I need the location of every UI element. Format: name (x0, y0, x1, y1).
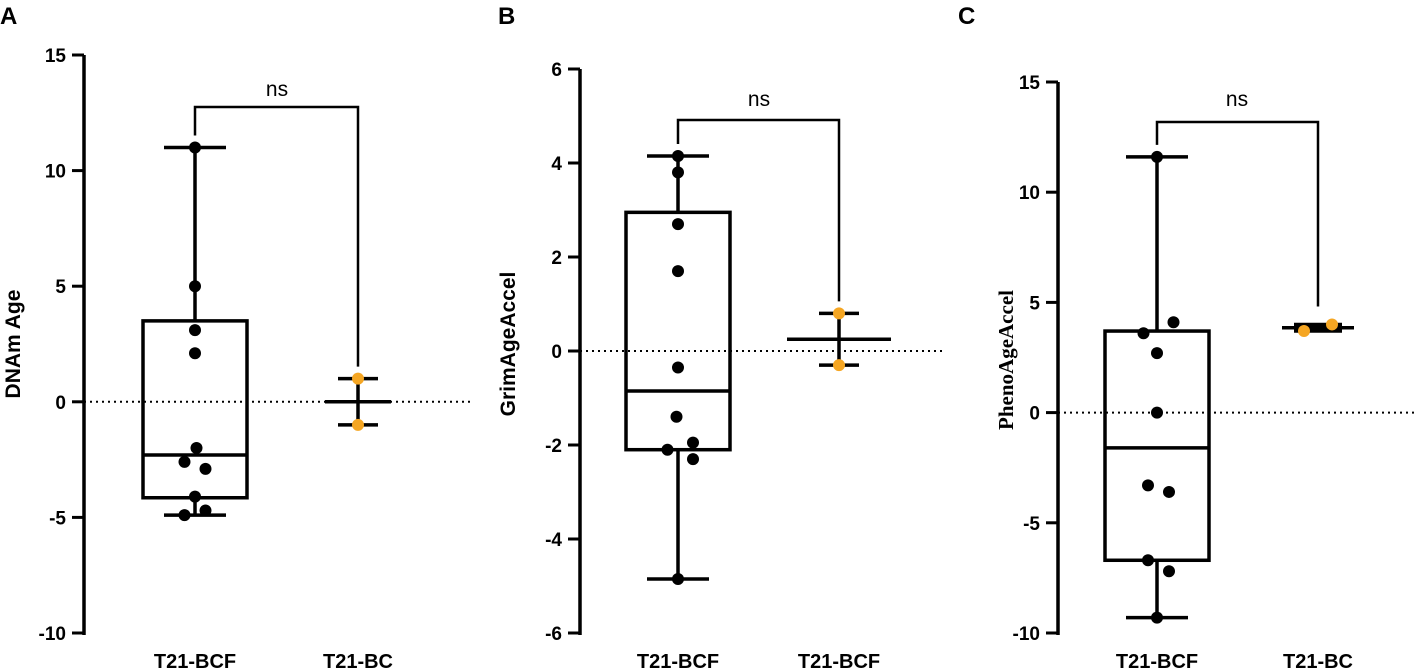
data-point-group1 (199, 504, 212, 517)
data-point-group2 (833, 307, 845, 320)
data-point-group1 (189, 490, 201, 503)
data-point-group1 (1151, 150, 1163, 163)
y-tick-label: 10 (45, 162, 66, 183)
data-point-group1 (670, 410, 683, 423)
significance-label: ns (748, 88, 770, 111)
data-point-group2 (352, 418, 364, 431)
significance-label: ns (266, 78, 288, 101)
y-tick-label: 0 (55, 393, 66, 414)
y-tick-label: -10 (39, 624, 66, 645)
data-point-group1 (672, 361, 684, 374)
panel-letter: C (958, 3, 975, 30)
data-point-group1 (178, 509, 191, 522)
y-tick-label: 6 (551, 60, 562, 81)
box-iqr (624, 210, 732, 452)
y-tick-label: -2 (545, 436, 562, 457)
y-tick-label: -5 (1023, 514, 1040, 535)
y-tick-label: -6 (545, 624, 562, 645)
data-point-group1 (190, 442, 203, 455)
significance-bracket (1155, 120, 1320, 307)
data-point-group1 (672, 149, 684, 162)
box-iqr (1103, 329, 1211, 563)
data-point-group2 (352, 372, 364, 385)
data-point-group1 (1163, 485, 1175, 498)
data-point-group1 (189, 280, 201, 293)
y-tick-label: -4 (545, 530, 562, 551)
y-tick-label: 5 (55, 277, 66, 298)
significance-bracket (676, 118, 841, 302)
data-point-group1 (1151, 406, 1163, 419)
category-label-1: T21-BCF (637, 651, 719, 672)
panel-a: A DNAm Age ns T21-BCF T21-BC -10 -5 0 5 10 15 (0, 3, 470, 672)
significance-label: ns (1226, 88, 1248, 111)
category-label-2: T21-BCF (798, 651, 880, 672)
y-tick-label: -5 (49, 508, 66, 529)
data-point-group2 (833, 359, 845, 372)
y-tick-label: 10 (1019, 183, 1040, 204)
data-point-group1 (672, 265, 684, 278)
data-point-group1 (199, 462, 212, 475)
y-axis-label: PhenoAgeAccel (994, 290, 1018, 430)
data-point-group1 (1142, 554, 1154, 567)
data-point-group1 (1137, 327, 1150, 340)
y-tick-label: 15 (45, 46, 67, 67)
data-point-group1 (1163, 565, 1175, 578)
data-point-group2 (1298, 325, 1310, 338)
data-point-group1 (1167, 316, 1180, 329)
y-tick-label: 0 (1029, 404, 1040, 425)
y-tick-label: 15 (1019, 73, 1041, 94)
category-label-1: T21-BCF (1116, 651, 1198, 672)
data-point-group1 (672, 218, 684, 231)
data-point-group1 (189, 347, 201, 360)
y-tick-label: 2 (551, 248, 562, 269)
data-point-group1 (672, 572, 684, 585)
y-axis-label: DNAm Age (2, 290, 25, 399)
panel-letter: A (0, 3, 17, 30)
category-label-2: T21-BC (1283, 651, 1353, 672)
data-point-group1 (687, 453, 699, 466)
panel-b: B GrimAgeAccel ns T21-BCF T21-BCF -6 -4 -2… (497, 3, 946, 672)
category-label-2: T21-BC (323, 651, 393, 672)
data-point-group1 (661, 443, 674, 456)
data-point-group1 (687, 436, 699, 449)
panel-letter: B (498, 3, 515, 30)
y-axis-label: GrimAgeAccel (497, 272, 520, 417)
panel-c: C PhenoAgeAccel ns T21-BCF T21-BC -10 -5 0… (958, 3, 1418, 672)
category-label-1: T21-BCF (154, 651, 236, 672)
data-point-group1 (178, 455, 191, 468)
data-point-group1 (672, 166, 684, 179)
y-tick-label: 4 (551, 154, 562, 175)
data-point-group1 (1151, 347, 1163, 360)
y-tick-label: -10 (1013, 624, 1040, 645)
data-point-group1 (1151, 611, 1163, 624)
data-point-group1 (1142, 479, 1154, 492)
y-tick-label: 0 (551, 342, 562, 363)
data-point-group2 (1326, 318, 1338, 331)
data-point-group1 (189, 141, 201, 154)
significance-bracket (193, 105, 360, 367)
data-point-group1 (189, 324, 201, 337)
y-tick-label: 5 (1029, 293, 1040, 314)
